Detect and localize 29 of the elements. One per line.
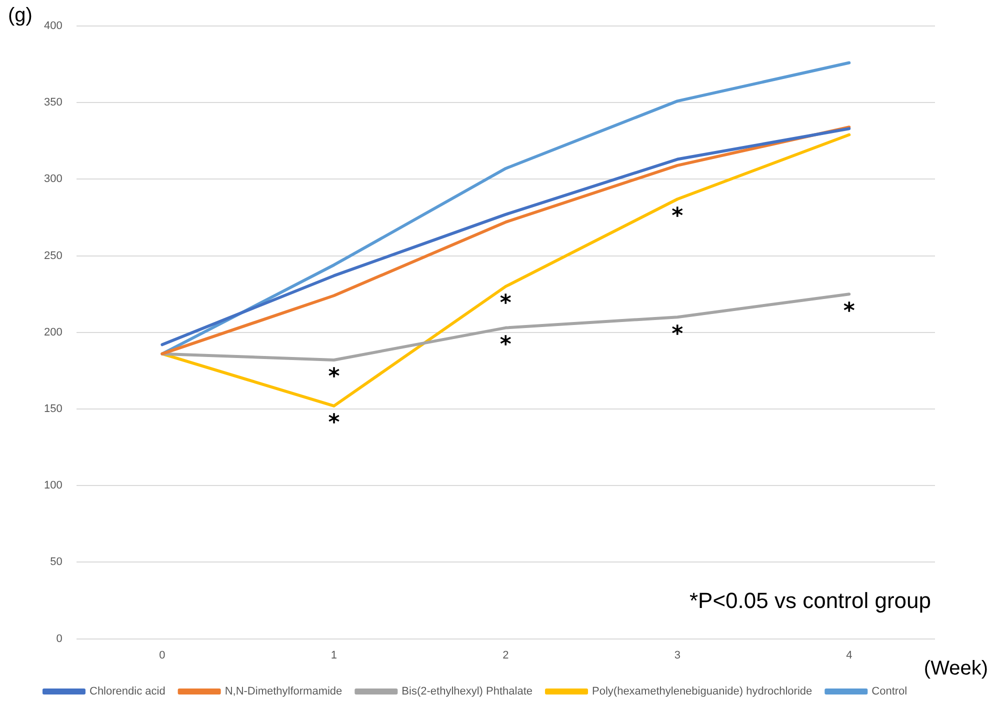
- y-tick-label: 100: [44, 480, 62, 492]
- y-tick-label: 200: [44, 326, 62, 338]
- x-tick-label: 0: [159, 649, 166, 662]
- annotation: *: [672, 322, 684, 347]
- x-tick-label: 4: [846, 649, 852, 662]
- y-tick-label: 150: [44, 403, 62, 416]
- y-tick-label: 0: [56, 632, 62, 645]
- x-axis-title: (Week): [924, 657, 988, 680]
- y-tick-label: 350: [44, 96, 62, 109]
- y-axis-title: (g): [8, 4, 32, 27]
- x-tick-label: 1: [330, 649, 338, 662]
- x-tick-label: 3: [674, 649, 680, 662]
- y-tick-label: 50: [50, 556, 62, 568]
- annotation: *: [843, 298, 856, 324]
- annotation: *: [328, 410, 340, 436]
- legend-label: N,N-Dimethylformamide: [224, 686, 342, 698]
- legend-label: Bis(2-ethylhexyl) Phthalate: [402, 686, 533, 698]
- legend-label: Chlorendic acid: [90, 686, 166, 698]
- annotation: *P<0.05 vs control group: [689, 588, 931, 613]
- y-tick-label: 300: [44, 173, 62, 186]
- annotation: *: [500, 291, 512, 316]
- y-tick-label: 400: [44, 20, 62, 32]
- annotation: *: [328, 364, 340, 390]
- y-tick-label: 250: [44, 250, 62, 262]
- annotation: *: [672, 204, 684, 229]
- legend-label: Control: [872, 686, 908, 698]
- annotation: *: [500, 332, 512, 358]
- legend-label: Poly(hexamethylenebiguanide) hydrochloride: [592, 686, 812, 698]
- x-tick-label: 2: [502, 649, 509, 662]
